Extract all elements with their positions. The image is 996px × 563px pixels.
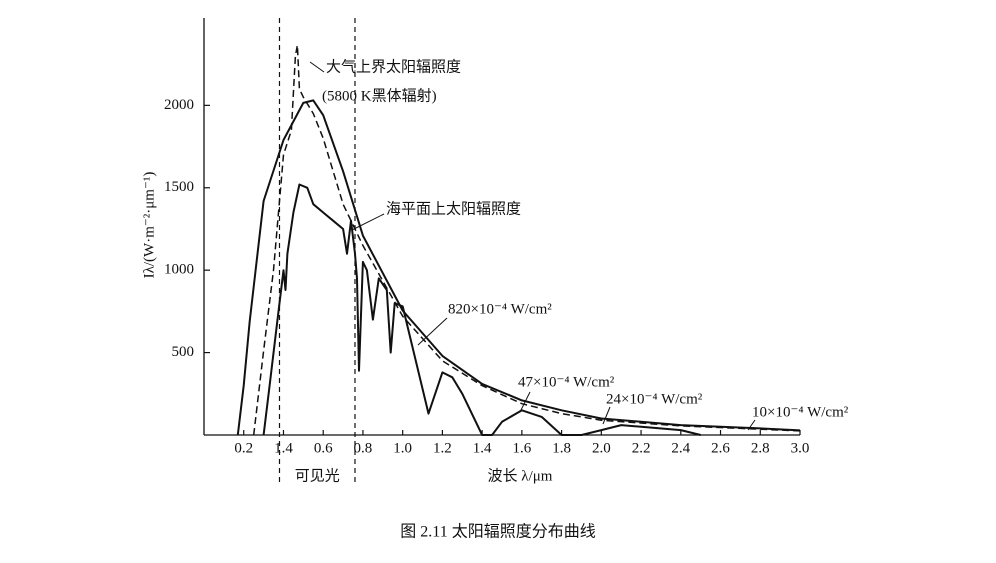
series-line [236, 99, 801, 436]
x-tick-label: 0.2 [234, 440, 253, 456]
x-tick-label: 0.8 [354, 440, 373, 456]
band-label: 可见光 [295, 467, 340, 484]
y-tick-label: 500 [172, 344, 195, 360]
x-tick-label: 1.4 [473, 440, 492, 456]
annotation: 820×10⁻⁴ W/cm² [448, 301, 552, 317]
annotation: (5800 K黑体辐射) [322, 87, 437, 104]
x-tick-label: 1.6 [512, 440, 531, 456]
annotation: 24×10⁻⁴ W/cm² [606, 391, 703, 407]
x-tick-label: 2.4 [671, 440, 690, 456]
y-axis-label: Iλ/(W·m⁻²·μm⁻¹) [141, 172, 157, 279]
x-tick-label: 2.2 [632, 440, 651, 456]
series-line [252, 44, 801, 436]
x-axis-label: 波长 λ/μm [488, 467, 553, 484]
annotation: 47×10⁻⁴ W/cm² [518, 374, 615, 390]
x-tick-label: 0.6 [314, 440, 333, 456]
x-tick-label: 2.0 [592, 440, 611, 456]
y-tick-label: 1500 [164, 179, 194, 195]
x-tick-label: 1.8 [552, 440, 571, 456]
leader-line [309, 61, 325, 73]
x-tick-label: 1.2 [433, 440, 452, 456]
series-line [262, 183, 701, 436]
annotation: 10×10⁻⁴ W/cm² [752, 404, 849, 420]
x-tick-label: 1.0 [393, 440, 412, 456]
leader-line [351, 213, 385, 231]
leader-line [417, 317, 448, 346]
caption: 图 2.11 太阳辐照度分布曲线 [400, 523, 595, 541]
x-tick-label: 1.4 [274, 440, 293, 456]
annotation: 海平面上太阳辐照度 [386, 200, 521, 217]
annotation: 大气上界太阳辐照度 [326, 58, 461, 75]
leader-line [602, 406, 611, 425]
x-tick-label: 2.6 [711, 440, 730, 456]
y-tick-label: 1000 [164, 262, 194, 278]
y-tick-label: 2000 [164, 97, 194, 113]
x-tick-label: 3.0 [791, 440, 810, 456]
x-tick-label: 2.8 [751, 440, 770, 456]
